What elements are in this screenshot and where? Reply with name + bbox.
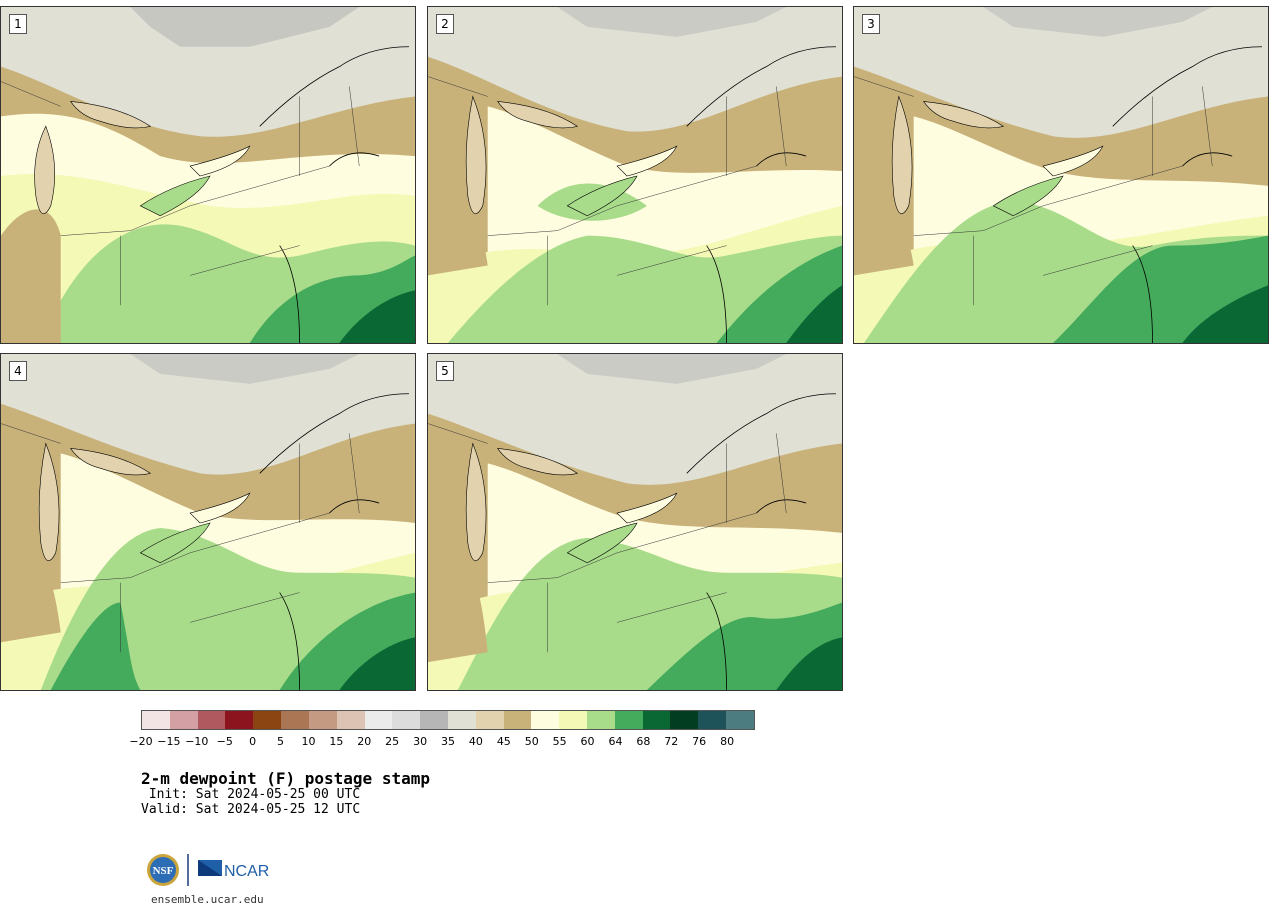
- colorbar-segment: [281, 711, 309, 729]
- colorbar-segment: [559, 711, 587, 729]
- colorbar-tick-label: −5: [216, 735, 233, 748]
- colorbar-tick-label: 55: [552, 735, 567, 748]
- nsf-ncar-logo: NSF NCAR: [147, 854, 269, 886]
- colorbar-tick-label: −10: [185, 735, 209, 748]
- colorbar-tick-label: 10: [301, 735, 316, 748]
- colorbar-segment: [698, 711, 727, 729]
- colorbar-segment: [475, 711, 504, 729]
- colorbar: [141, 710, 755, 730]
- colorbar-tick-label: −20: [129, 735, 153, 748]
- colorbar-tick-label: 30: [413, 735, 428, 748]
- colorbar-tick-label: 60: [580, 735, 595, 748]
- colorbar-segment: [531, 711, 560, 729]
- colorbar-segment: [392, 711, 421, 729]
- colorbar-ticks: −20 −15 −10 −5 0 5 10 15 20 25 30 35 40 45 50 55 60 64 68 7…: [129, 735, 755, 749]
- colorbar-tick-label: 76: [692, 735, 707, 748]
- map-panel-3: 3: [853, 6, 1269, 344]
- init-time: Init: Sat 2024-05-25 00 UTC: [141, 787, 361, 802]
- dewpoint-map: [854, 7, 1268, 343]
- colorbar-segment: [670, 711, 699, 729]
- panel-label: 3: [862, 14, 880, 34]
- dewpoint-map: [1, 7, 415, 343]
- colorbar-tick-label: 68: [636, 735, 651, 748]
- colorbar-segment: [726, 711, 754, 729]
- site-url[interactable]: ensemble.ucar.edu: [151, 893, 264, 906]
- colorbar-tick-label: 5: [277, 735, 285, 748]
- logos: NSF NCAR: [145, 852, 275, 890]
- colorbar-tick-label: 40: [468, 735, 483, 748]
- colorbar-tick-label: 35: [441, 735, 455, 748]
- colorbar-segment: [197, 711, 226, 729]
- colorbar-segment: [169, 711, 198, 729]
- panel-label: 2: [436, 14, 454, 34]
- colorbar-segment: [420, 711, 448, 729]
- panel-label: 1: [9, 14, 27, 34]
- colorbar-segment: [447, 711, 476, 729]
- colorbar-segment: [336, 711, 365, 729]
- colorbar-tick-label: 15: [329, 735, 344, 748]
- colorbar-tick-label: 20: [357, 735, 372, 748]
- map-panel-5: 5: [427, 353, 843, 691]
- colorbar-segment: [642, 711, 671, 729]
- colorbar-tick-label: −15: [157, 735, 181, 748]
- colorbar-tick-label: 0: [249, 735, 257, 748]
- colorbar-tick-label: 50: [524, 735, 539, 748]
- colorbar-segment: [614, 711, 643, 729]
- dewpoint-map: [428, 354, 842, 690]
- map-panel-4: 4: [0, 353, 416, 691]
- panel-label: 5: [436, 361, 454, 381]
- panel-label: 4: [9, 361, 27, 381]
- colorbar-segment: [225, 711, 254, 729]
- colorbar-segment: [587, 711, 615, 729]
- colorbar-segment: [308, 711, 337, 729]
- colorbar-tick-label: 45: [496, 735, 511, 748]
- colorbar-segment: [364, 711, 393, 729]
- colorbar-segment: [253, 711, 282, 729]
- valid-time: Valid: Sat 2024-05-25 12 UTC: [141, 802, 361, 817]
- colorbar-tick-label: 25: [385, 735, 400, 748]
- map-panel-2: 2: [427, 6, 843, 344]
- map-panel-1: 1: [0, 6, 416, 344]
- colorbar-tick-label: 72: [664, 735, 679, 748]
- colorbar-tick-label: 80: [720, 735, 735, 748]
- ncar-logo-text: NCAR: [224, 863, 269, 880]
- nsf-logo-text: NSF: [153, 865, 174, 877]
- colorbar-segment: [503, 711, 532, 729]
- colorbar-tick-label: 64: [608, 735, 623, 748]
- dewpoint-map: [1, 354, 415, 690]
- colorbar-segment: [142, 711, 170, 729]
- dewpoint-map: [428, 7, 842, 343]
- plot-title: 2-m dewpoint (F) postage stamp: [141, 769, 430, 788]
